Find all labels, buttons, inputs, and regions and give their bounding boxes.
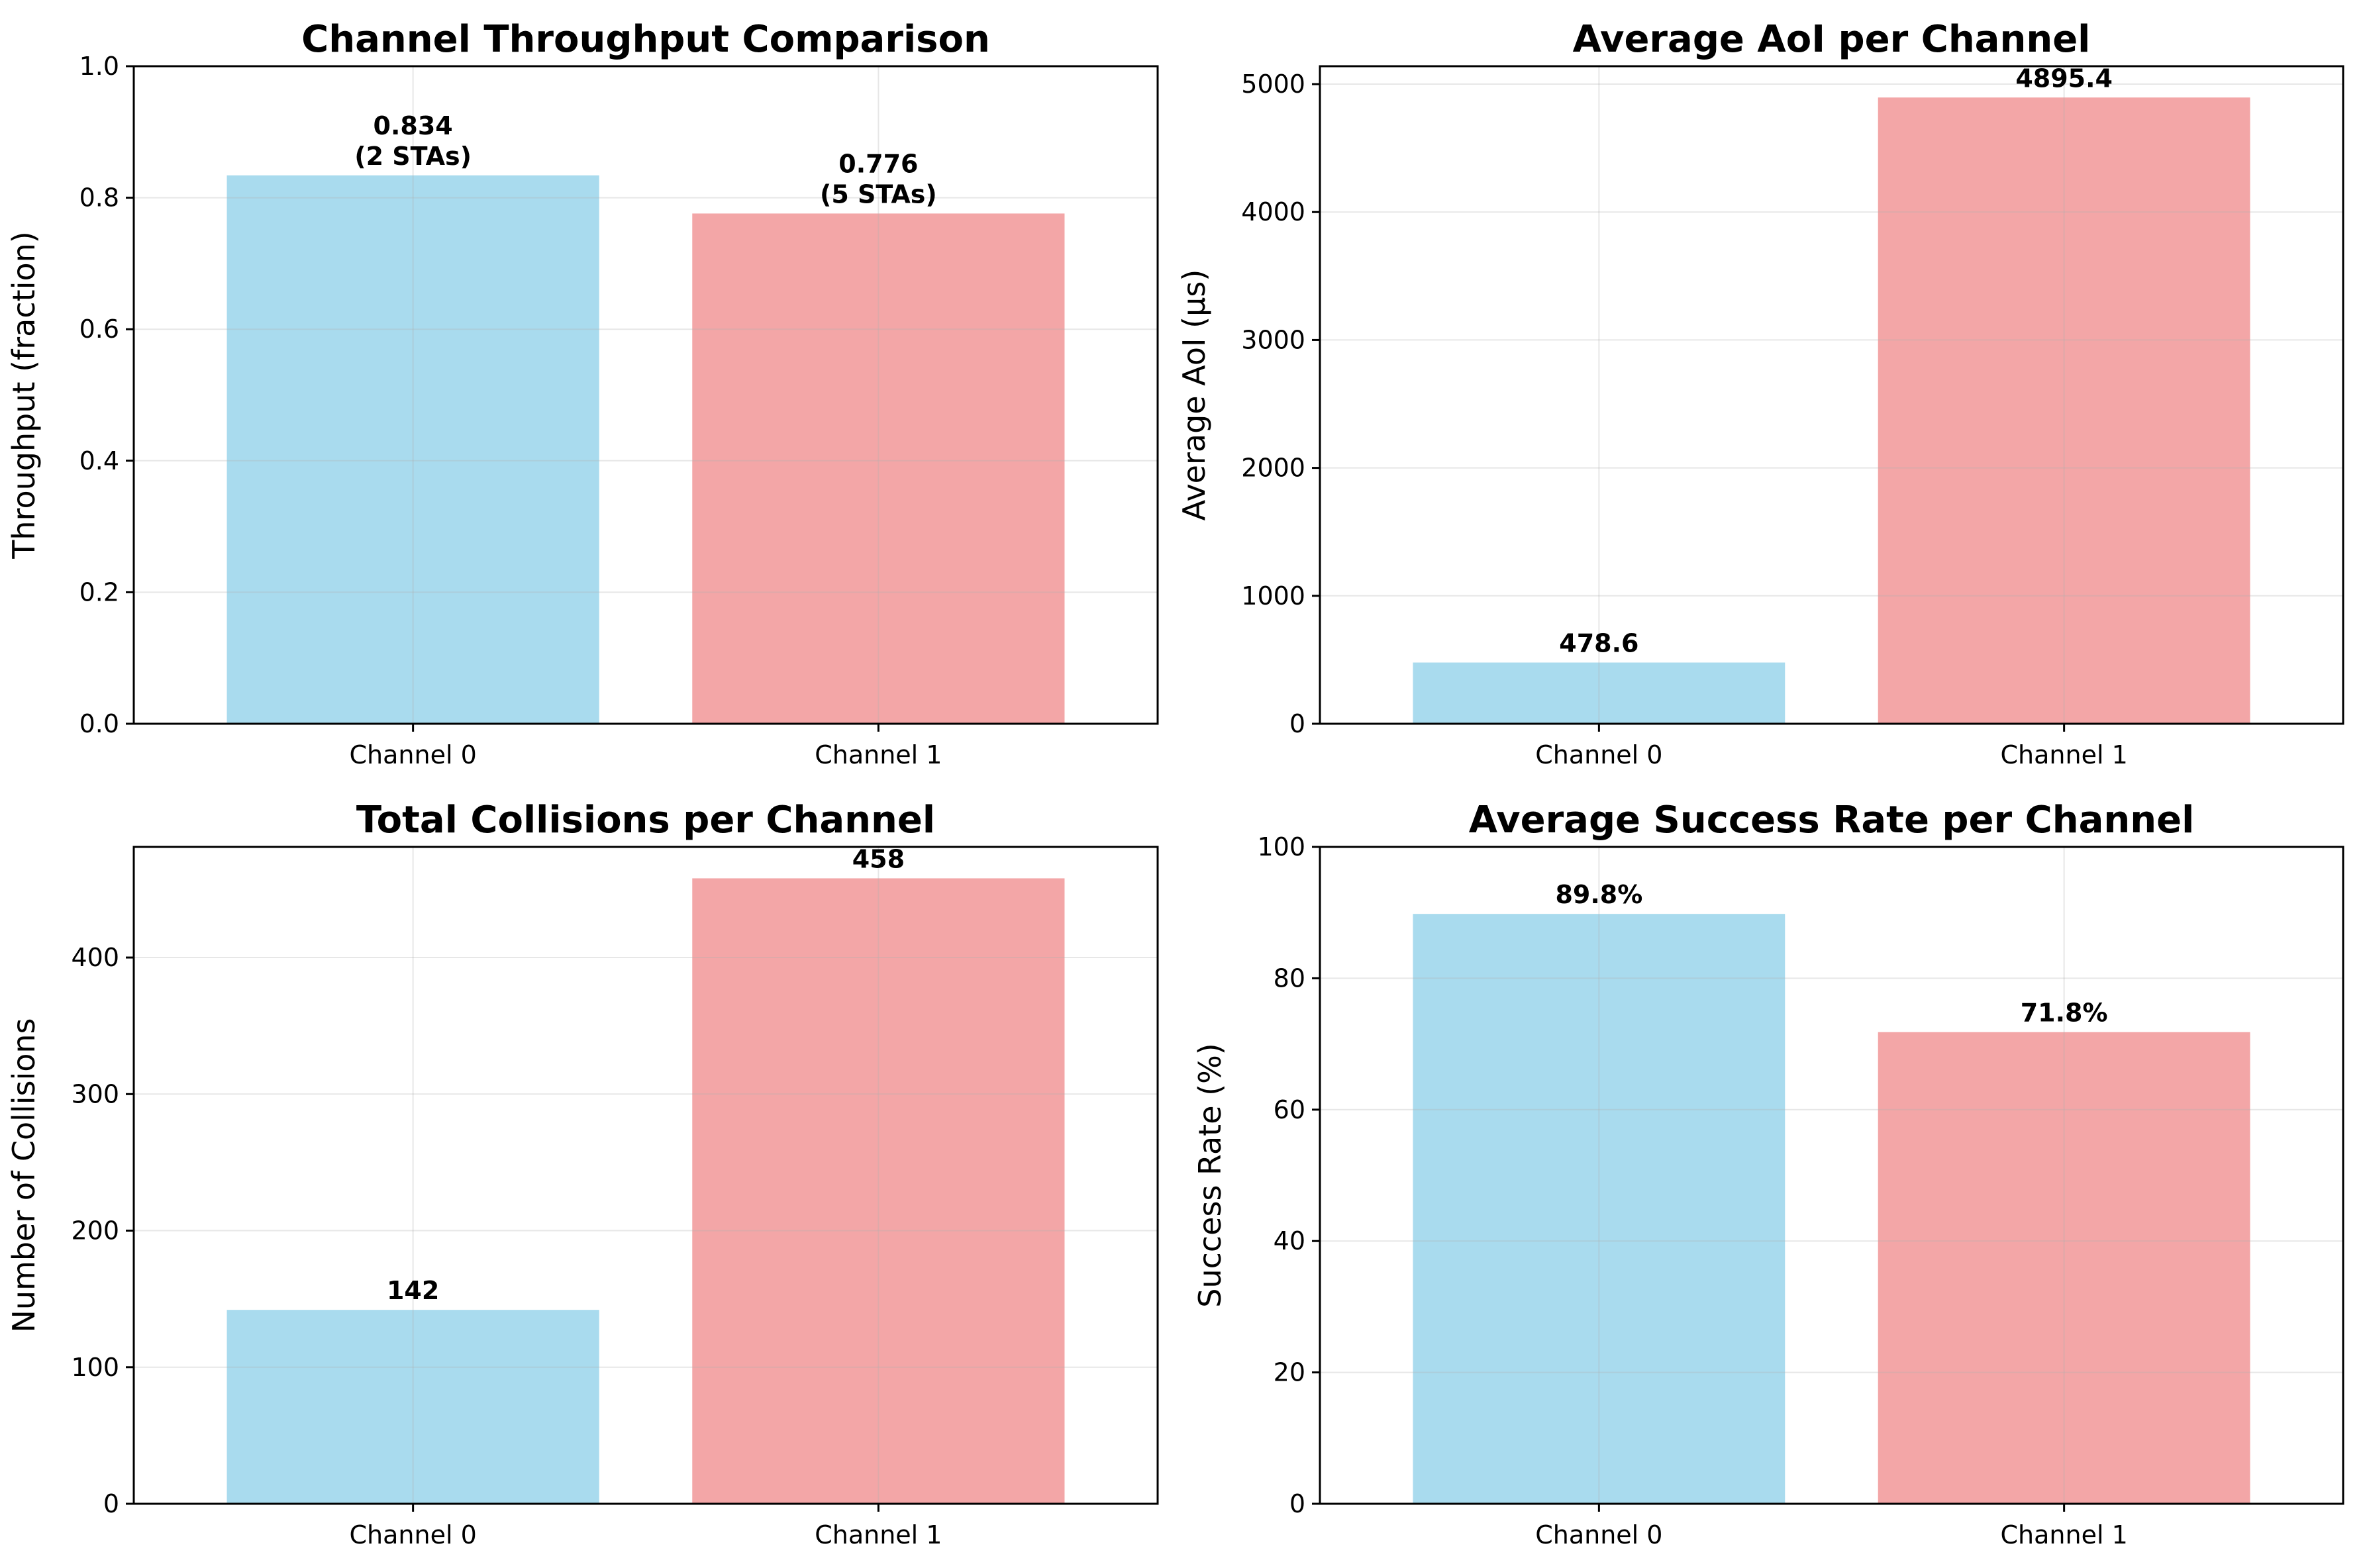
y-axis-label: Average AoI (μs) (1176, 270, 1212, 521)
x-tick-label: Channel 0 (1535, 1520, 1662, 1549)
chart-panel-2: 0 100 200 300 400 Channel 0 Channel 1 142 458Tot… (6, 799, 1159, 1549)
data-label: 0.776 (838, 149, 918, 178)
y-axis-label: Throughput (fraction) (6, 231, 42, 559)
y-tick-label: 100 (1257, 832, 1305, 861)
y-tick-label: 0 (1289, 709, 1305, 738)
chart-panel-0: 0.0 0.2 0.4 0.6 0.8 1.0 Channel 0 Channel 1 0.83… (6, 18, 1159, 769)
y-tick-label: 60 (1274, 1095, 1305, 1124)
chart-title: Total Collisions per Channel (356, 799, 935, 842)
chart-panel-3: 0 20 40 60 80 100 Channel 0 Channel 1 89.8% 71.8%… (1192, 799, 2344, 1549)
plot-frame (1319, 65, 2344, 725)
data-label: 478.6 (1559, 629, 1638, 658)
y-tick-label: 20 (1274, 1358, 1305, 1387)
y-tick-label: 3000 (1241, 325, 1305, 354)
y-tick-label: 0.4 (79, 446, 119, 475)
data-label: 142 (387, 1276, 439, 1305)
x-tick-label: Channel 1 (2001, 740, 2128, 769)
plot-frame (132, 65, 1159, 725)
y-tick-label: 300 (71, 1079, 119, 1108)
y-tick-label: 1000 (1241, 581, 1305, 611)
y-tick-label: 0 (1289, 1489, 1305, 1518)
y-tick-label: 2000 (1241, 454, 1305, 483)
x-tick-label: Channel 0 (350, 1520, 477, 1549)
bar-channel-0 (226, 1310, 599, 1504)
y-tick-label: 0 (103, 1489, 119, 1518)
y-tick-label: 1.0 (79, 52, 119, 81)
y-tick-label: 0.2 (79, 577, 119, 607)
y-tick-label: 5000 (1241, 70, 1305, 99)
data-label: 0.834 (374, 111, 453, 140)
data-label: (5 STAs) (820, 179, 937, 209)
y-tick-label: 4000 (1241, 197, 1305, 226)
x-tick-label: Channel 0 (1535, 740, 1662, 769)
y-axis-label: Number of Collisions (6, 1018, 42, 1333)
y-tick-label: 100 (71, 1353, 119, 1382)
bar-channel-0 (226, 175, 599, 724)
bar-channel-0 (1413, 914, 1785, 1504)
chart-title: Channel Throughput Comparison (301, 18, 990, 61)
x-tick-label: Channel 1 (2001, 1520, 2128, 1549)
data-label: 89.8% (1555, 880, 1642, 909)
x-tick-label: Channel 0 (350, 740, 477, 769)
y-tick-label: 400 (71, 943, 119, 972)
y-tick-label: 0.6 (79, 315, 119, 344)
data-label: 4895.4 (2015, 64, 2113, 93)
plot-frame (1319, 846, 2344, 1505)
chart-panel-1: 0 1000 2000 3000 4000 5000 Channel 0 Channel 1 4… (1176, 18, 2344, 769)
chart-title: Average AoI per Channel (1573, 18, 2091, 61)
bar-channel-1 (692, 213, 1065, 724)
x-tick-label: Channel 1 (815, 1520, 942, 1549)
data-label: (2 STAs) (354, 142, 472, 171)
bar-channel-1 (1878, 97, 2250, 724)
y-tick-label: 0.0 (79, 709, 119, 738)
bar-channel-1 (692, 878, 1065, 1504)
x-tick-label: Channel 1 (815, 740, 942, 769)
bar-channel-0 (1413, 662, 1785, 724)
y-tick-label: 0.8 (79, 183, 119, 213)
bar-channel-1 (1878, 1032, 2250, 1504)
data-label: 71.8% (2021, 999, 2108, 1028)
y-tick-label: 40 (1274, 1226, 1305, 1255)
y-axis-label: Success Rate (%) (1192, 1043, 1228, 1308)
y-tick-label: 80 (1274, 963, 1305, 993)
plot-frame (132, 846, 1159, 1505)
data-label: 458 (852, 844, 905, 873)
chart-title: Average Success Rate per Channel (1469, 799, 2195, 842)
y-tick-label: 200 (71, 1216, 119, 1246)
